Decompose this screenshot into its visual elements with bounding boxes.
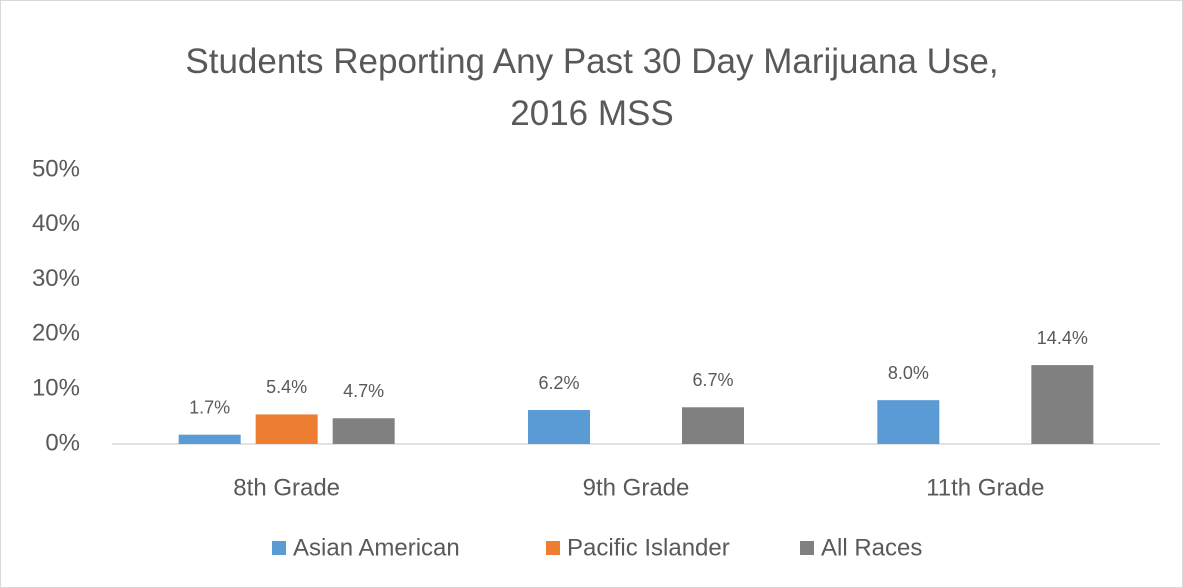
legend-swatch: [272, 541, 286, 555]
bar: [877, 400, 940, 444]
legend-label: All Races: [821, 534, 922, 561]
legend-swatch: [546, 541, 560, 555]
legend-label: Asian American: [293, 534, 460, 561]
data-label: 1.7%: [189, 397, 230, 417]
x-tick-label: 9th Grade: [583, 474, 690, 501]
data-label: 4.7%: [343, 381, 384, 401]
y-tick-label: 50%: [32, 155, 80, 182]
y-tick-label: 10%: [32, 375, 80, 402]
data-label: 5.4%: [266, 377, 307, 397]
y-tick-label: 30%: [32, 265, 80, 292]
bar: [1031, 365, 1094, 444]
x-tick-label: 8th Grade: [233, 474, 340, 501]
data-label: 8.0%: [888, 363, 929, 383]
chart-title: Students Reporting Any Past 30 Day Marij…: [185, 42, 999, 133]
y-tick-label: 0%: [45, 429, 80, 456]
bar: [255, 414, 318, 444]
data-label: 6.2%: [538, 373, 579, 393]
y-tick-label: 40%: [32, 210, 80, 237]
data-label: 14.4%: [1037, 328, 1088, 348]
bar: [332, 418, 395, 444]
bar: [528, 410, 590, 444]
y-tick-label: 20%: [32, 320, 80, 347]
data-label: 6.7%: [692, 370, 733, 390]
legend-swatch: [800, 541, 814, 555]
legend-label: Pacific Islander: [567, 534, 730, 561]
x-tick-label: 11th Grade: [926, 474, 1044, 501]
bar: [682, 407, 744, 444]
bar: [178, 434, 241, 444]
